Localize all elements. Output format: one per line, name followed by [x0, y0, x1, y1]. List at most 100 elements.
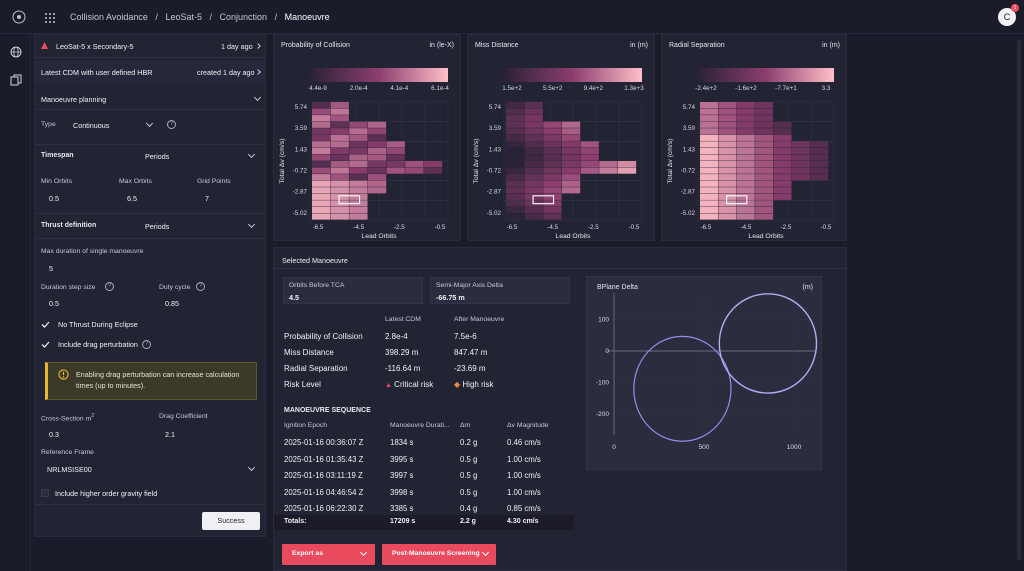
heatmap-cell[interactable]	[755, 128, 774, 135]
heatmap-cell[interactable]	[506, 193, 525, 200]
heatmap-cell[interactable]	[791, 141, 810, 148]
heatmap-cell[interactable]	[736, 193, 755, 200]
duty-cycle-input[interactable]: 0.85	[165, 299, 179, 308]
heatmap-cell[interactable]	[386, 161, 405, 168]
heatmap-cell[interactable]	[367, 187, 387, 194]
heatmap-cell[interactable]	[506, 115, 525, 122]
before-covariance-ellipse[interactable]	[633, 335, 732, 442]
gravity-field-checkbox[interactable]: Include higher order gravity field	[41, 488, 241, 500]
heatmap-cell[interactable]	[524, 102, 543, 109]
cross-section-input[interactable]: 0.3	[49, 430, 59, 439]
heatmap-cell[interactable]	[700, 167, 718, 174]
heatmap-cell[interactable]	[367, 121, 387, 128]
heatmap-cell[interactable]	[700, 134, 718, 141]
heatmap-cell[interactable]	[718, 174, 737, 181]
heatmap-cell[interactable]	[561, 180, 581, 187]
heatmap-cell[interactable]	[755, 193, 774, 200]
heatmap-cell[interactable]	[330, 206, 349, 214]
help-icon[interactable]: ?	[167, 120, 176, 129]
heatmap-cell[interactable]	[349, 128, 368, 135]
heatmap-cell[interactable]	[718, 147, 737, 155]
heatmap-cell[interactable]	[736, 187, 755, 194]
heatmap-cell[interactable]	[561, 128, 581, 135]
heatmap-cell[interactable]	[543, 213, 562, 220]
heatmap-cell[interactable]	[312, 147, 331, 155]
heatmap-cell[interactable]	[718, 128, 737, 135]
heatmap-cell[interactable]	[736, 108, 755, 115]
no-thrust-eclipse-checkbox[interactable]: No Thrust During Eclipse	[41, 319, 241, 331]
heatmap-cell[interactable]	[700, 180, 718, 187]
heatmap-cell[interactable]	[580, 147, 599, 155]
heatmap-cell[interactable]	[330, 187, 349, 194]
heatmap-cell[interactable]	[755, 102, 774, 109]
heatmap-cell[interactable]	[506, 128, 525, 135]
heatmap-cell[interactable]	[367, 174, 387, 181]
heatmap-cell[interactable]	[330, 147, 349, 155]
heatmap-cell[interactable]	[736, 102, 755, 109]
heatmap-cell[interactable]	[349, 174, 368, 181]
heatmap-cell[interactable]	[755, 161, 774, 168]
heatmap-cell[interactable]	[524, 108, 543, 115]
heatmap-cell[interactable]	[580, 161, 599, 168]
heatmap-cell[interactable]	[330, 134, 349, 141]
heatmap-cell[interactable]	[506, 141, 525, 148]
heatmap-cell[interactable]	[543, 161, 562, 168]
heatmap-cell[interactable]	[367, 161, 387, 168]
post-screening-button[interactable]: Post-Manoeuvre Screening	[382, 544, 496, 565]
heatmap-cell[interactable]	[506, 147, 525, 155]
heatmap-cell[interactable]	[524, 128, 543, 135]
heatmap-cell[interactable]	[367, 141, 387, 148]
heatmap-cell[interactable]	[700, 200, 718, 207]
heatmap-cell[interactable]	[736, 180, 755, 187]
heatmap-cell[interactable]	[386, 147, 405, 155]
heatmap-cell[interactable]	[506, 121, 525, 128]
heatmap-cell[interactable]	[312, 108, 331, 115]
heatmap-cell[interactable]	[367, 128, 387, 135]
heatmap-cell[interactable]	[330, 213, 349, 220]
heatmap-cell[interactable]	[700, 161, 718, 168]
heatmap-cell[interactable]	[755, 206, 774, 214]
drag-coefficient-input[interactable]: 2.1	[165, 430, 175, 439]
heatmap-cell[interactable]	[312, 167, 331, 174]
heatmap-cell[interactable]	[736, 128, 755, 135]
grid-points-input[interactable]: 7	[205, 194, 209, 203]
heatmap-cell[interactable]	[773, 128, 792, 135]
breadcrumb-item-collision-avoidance[interactable]: Collision Avoidance	[70, 12, 148, 22]
heatmap-cell[interactable]	[543, 134, 562, 141]
heatmap-cell[interactable]	[810, 161, 829, 168]
heatmap-cell[interactable]	[700, 115, 718, 122]
heatmap-cell[interactable]	[736, 167, 755, 174]
breadcrumb-item-leosat[interactable]: LeoSat-5	[165, 12, 202, 22]
heatmap-cell[interactable]	[718, 154, 737, 161]
heatmap-cell[interactable]	[810, 141, 829, 148]
heatmap-cell[interactable]	[312, 134, 331, 141]
heatmap-cell[interactable]	[700, 193, 718, 200]
heatmap-cell[interactable]	[367, 154, 387, 161]
heatmap-cell[interactable]	[580, 141, 599, 148]
heatmap-cell[interactable]	[736, 147, 755, 155]
heatmap-cell[interactable]	[405, 167, 424, 174]
heatmap-cell[interactable]	[791, 154, 810, 161]
heatmap-cell[interactable]	[312, 213, 331, 220]
heatmap-cell[interactable]	[349, 141, 368, 148]
heatmap-cell[interactable]	[312, 128, 331, 135]
heatmap-cell[interactable]	[543, 154, 562, 161]
heatmap-cell[interactable]	[506, 134, 525, 141]
heatmap-cell[interactable]	[700, 102, 718, 109]
heatmap-cell[interactable]	[506, 187, 525, 194]
after-covariance-ellipse[interactable]	[718, 293, 818, 394]
breadcrumb-item-conjunction[interactable]: Conjunction	[219, 12, 268, 22]
heatmap-cell[interactable]	[367, 134, 387, 141]
min-orbits-input[interactable]: 0.5	[49, 194, 59, 203]
heatmap-cell[interactable]	[700, 213, 718, 220]
heatmap-cell[interactable]	[773, 121, 792, 128]
heatmap-cell[interactable]	[349, 206, 368, 214]
heatmap-cell[interactable]	[700, 206, 718, 214]
heatmap-cell[interactable]	[543, 193, 562, 200]
heatmap-cell[interactable]	[524, 206, 543, 214]
drag-perturbation-checkbox[interactable]: Include drag perturbation	[41, 339, 241, 351]
heatmap-cell[interactable]	[506, 102, 525, 109]
heatmap-cell[interactable]	[773, 193, 792, 200]
heatmap-cell[interactable]	[367, 147, 387, 155]
heatmap-cell[interactable]	[810, 174, 829, 181]
